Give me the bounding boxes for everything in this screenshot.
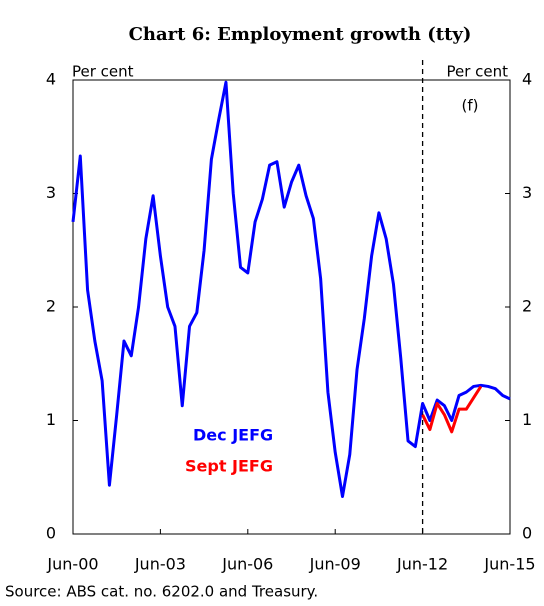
series-line	[71, 80, 511, 499]
y2-tick-label: 2	[522, 297, 532, 316]
x-tick-label: Jun-03	[134, 555, 186, 574]
x-tick-label: Jun-06	[221, 555, 273, 574]
y-tick-label: 2	[46, 297, 56, 316]
y2-tick-label: 4	[522, 70, 532, 89]
y2-axis-label: Per cent	[446, 63, 508, 81]
x-tick-label: Jun-12	[396, 555, 448, 574]
x-tick-label: Jun-09	[309, 555, 361, 574]
y-tick-label: 0	[46, 524, 56, 543]
y-tick-label: 4	[46, 70, 56, 89]
legend-label: Dec JEFG	[193, 426, 273, 445]
y-tick-label: 3	[46, 183, 56, 202]
source-note: Source: ABS cat. no. 6202.0 and Treasury…	[5, 583, 318, 601]
x-tick-label: Jun-00	[46, 555, 98, 574]
forecast-annotation: (f)	[462, 97, 479, 115]
series-line	[421, 385, 483, 434]
y2-tick-label: 0	[522, 524, 532, 543]
y-tick-label: 1	[46, 410, 56, 429]
y2-tick-label: 3	[522, 183, 532, 202]
y-axis-label: Per cent	[72, 63, 134, 81]
chart-title: Chart 6: Employment growth (tty)	[129, 24, 472, 45]
x-tick-label: Jun-15	[483, 555, 535, 574]
legend-label: Sept JEFG	[185, 457, 273, 476]
y2-tick-label: 1	[522, 410, 532, 429]
